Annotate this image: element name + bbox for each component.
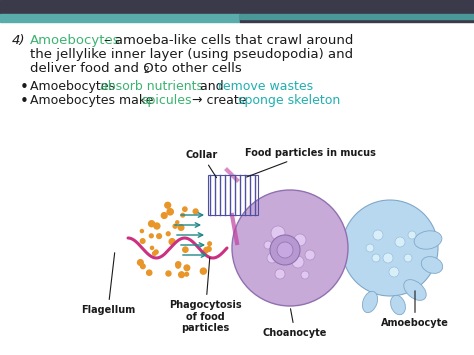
Circle shape: [161, 213, 167, 218]
Circle shape: [294, 234, 306, 246]
Circle shape: [275, 269, 285, 279]
Circle shape: [342, 200, 438, 296]
Text: Amoebocyte: Amoebocyte: [381, 291, 449, 328]
Circle shape: [372, 254, 380, 262]
Circle shape: [179, 272, 184, 278]
Text: Amoebocytes: Amoebocytes: [30, 80, 119, 93]
Circle shape: [373, 230, 383, 240]
Text: sponge skeleton: sponge skeleton: [238, 94, 340, 107]
Text: → create: → create: [188, 94, 250, 107]
Ellipse shape: [391, 295, 405, 315]
Circle shape: [169, 239, 175, 245]
Circle shape: [146, 270, 152, 275]
Text: 4): 4): [12, 34, 26, 47]
Circle shape: [176, 264, 180, 268]
Circle shape: [167, 209, 173, 215]
Text: Choanocyte: Choanocyte: [263, 309, 327, 338]
Circle shape: [395, 237, 405, 247]
Circle shape: [182, 207, 187, 211]
Circle shape: [383, 253, 393, 263]
Circle shape: [148, 221, 155, 227]
Bar: [0, 14, 240, 22]
Bar: [208, 175, 258, 215]
Circle shape: [206, 247, 211, 251]
Text: remove wastes: remove wastes: [218, 80, 313, 93]
Circle shape: [408, 231, 416, 239]
Circle shape: [141, 264, 145, 269]
Circle shape: [204, 250, 207, 253]
Circle shape: [264, 241, 272, 249]
Circle shape: [185, 272, 189, 276]
Text: the jellylike inner layer (using pseudopodia) and: the jellylike inner layer (using pseudop…: [30, 48, 353, 61]
Text: Amoebocytes: Amoebocytes: [30, 34, 120, 47]
Circle shape: [277, 242, 293, 258]
Circle shape: [208, 242, 211, 245]
Text: deliver food and O: deliver food and O: [30, 62, 154, 75]
Circle shape: [271, 226, 285, 240]
Circle shape: [176, 262, 181, 267]
Circle shape: [404, 254, 412, 262]
Circle shape: [204, 247, 209, 252]
Text: – amoeba-like cells that crawl around: – amoeba-like cells that crawl around: [104, 34, 354, 47]
Text: 2: 2: [143, 66, 149, 75]
Text: absorb nutrients: absorb nutrients: [100, 80, 203, 93]
Circle shape: [292, 256, 304, 268]
Text: and: and: [196, 80, 228, 93]
Circle shape: [181, 213, 184, 217]
Text: Food particles in mucus: Food particles in mucus: [245, 148, 375, 177]
Circle shape: [166, 271, 171, 276]
Ellipse shape: [414, 231, 442, 249]
Circle shape: [305, 250, 315, 260]
Ellipse shape: [421, 257, 443, 273]
Circle shape: [301, 271, 309, 279]
Circle shape: [184, 265, 190, 271]
Circle shape: [157, 234, 162, 239]
Ellipse shape: [404, 280, 426, 300]
Circle shape: [193, 209, 198, 214]
Ellipse shape: [363, 291, 378, 313]
Circle shape: [154, 223, 160, 229]
Text: Flagellum: Flagellum: [81, 253, 135, 315]
Circle shape: [201, 268, 206, 274]
Circle shape: [183, 247, 188, 252]
Circle shape: [149, 234, 153, 238]
Circle shape: [140, 239, 145, 243]
Text: to other cells: to other cells: [150, 62, 242, 75]
Bar: [240, 14, 474, 19]
Circle shape: [153, 252, 156, 255]
Text: •: •: [20, 94, 29, 109]
Circle shape: [140, 229, 144, 233]
Bar: [240, 14, 474, 22]
Circle shape: [270, 235, 300, 265]
Bar: [0, 0, 474, 14]
Circle shape: [267, 253, 277, 263]
Circle shape: [154, 250, 158, 254]
Circle shape: [150, 246, 154, 250]
Circle shape: [366, 244, 374, 252]
Circle shape: [176, 221, 179, 224]
Text: Phagocytosis
of food
particles: Phagocytosis of food particles: [169, 258, 241, 333]
Circle shape: [389, 267, 399, 277]
Text: Collar: Collar: [186, 150, 218, 178]
Circle shape: [137, 260, 143, 265]
Circle shape: [166, 232, 170, 236]
Circle shape: [173, 224, 177, 228]
Circle shape: [178, 225, 184, 230]
Circle shape: [165, 202, 171, 208]
Text: •: •: [20, 80, 29, 95]
Circle shape: [232, 190, 348, 306]
Text: Amoebocytes make: Amoebocytes make: [30, 94, 157, 107]
Text: spicules: spicules: [141, 94, 191, 107]
